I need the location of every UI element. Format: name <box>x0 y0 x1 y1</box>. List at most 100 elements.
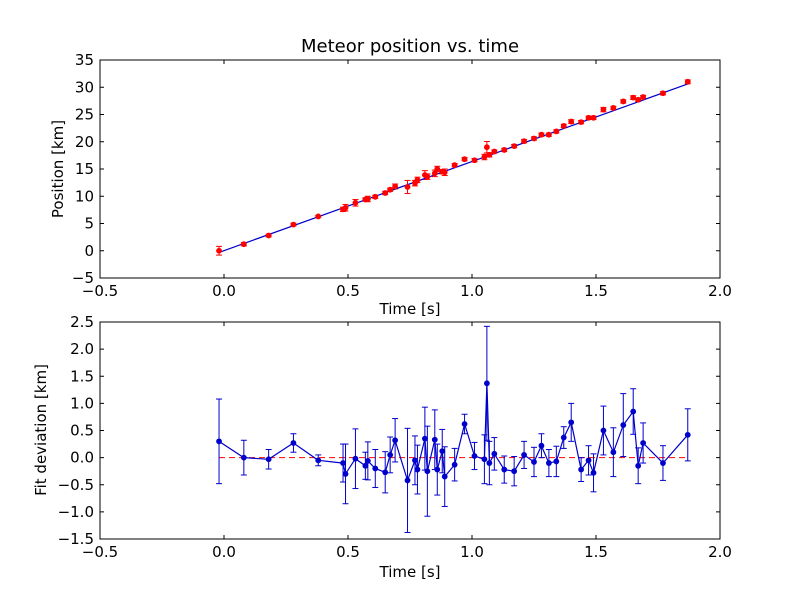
deviation-chart-points <box>216 380 691 484</box>
data-point <box>610 449 617 456</box>
data-point <box>352 455 359 462</box>
data-point <box>491 450 498 457</box>
data-point <box>620 422 627 428</box>
data-point <box>635 462 642 469</box>
data-point <box>372 193 379 200</box>
data-point <box>486 151 493 158</box>
position-chart-fit-line <box>218 83 688 253</box>
data-point <box>684 78 691 85</box>
data-point <box>342 204 349 211</box>
position-chart-xlabel: Time [s] <box>379 300 441 318</box>
data-point <box>216 247 222 254</box>
y-tick-label: 2.5 <box>70 313 94 331</box>
data-point <box>600 427 607 434</box>
data-point <box>590 114 597 121</box>
data-point <box>483 144 490 151</box>
y-tick-label: −5 <box>72 269 94 287</box>
data-point <box>560 434 567 441</box>
data-point <box>431 170 438 177</box>
data-point <box>439 448 446 455</box>
data-point <box>640 440 647 446</box>
data-point <box>511 143 518 150</box>
data-point <box>240 241 247 248</box>
data-point <box>471 453 478 459</box>
data-point <box>431 436 438 443</box>
data-point <box>265 456 272 463</box>
data-point <box>600 106 607 113</box>
x-tick-label: 0.5 <box>336 282 360 300</box>
data-point <box>553 458 560 465</box>
data-point <box>461 156 468 163</box>
y-tick-label: 30 <box>75 78 94 96</box>
y-tick-label: 0.0 <box>70 449 94 467</box>
data-point <box>553 128 560 135</box>
data-point <box>424 468 431 475</box>
data-point <box>521 452 527 458</box>
data-point <box>568 118 575 125</box>
y-tick-label: 1.0 <box>70 394 94 412</box>
y-tick-label: 35 <box>75 51 94 69</box>
fit-line <box>218 83 688 253</box>
y-tick-label: 20 <box>75 133 94 151</box>
data-point <box>471 157 478 164</box>
x-tick-label: 0.0 <box>212 282 236 300</box>
x-tick-label: 1.0 <box>460 282 484 300</box>
data-point <box>521 138 527 145</box>
position-chart-title: Meteor position vs. time <box>301 36 519 57</box>
x-tick-label: 1.5 <box>584 543 608 561</box>
data-point <box>545 460 552 466</box>
position-chart-points <box>216 78 691 254</box>
y-tick-label: 2.0 <box>70 340 94 358</box>
data-point <box>684 431 691 438</box>
data-point <box>491 148 498 155</box>
data-point <box>265 232 272 239</box>
data-point <box>315 457 322 464</box>
data-point <box>315 213 322 220</box>
data-point <box>352 199 359 206</box>
data-point <box>590 469 597 476</box>
data-point <box>404 477 411 484</box>
data-point <box>660 460 666 466</box>
y-tick-label: 1.5 <box>70 367 94 385</box>
deviation-chart-ylabel: Fit deviation [km] <box>32 364 50 496</box>
data-point <box>372 465 379 472</box>
data-point <box>481 154 488 160</box>
data-point <box>290 440 297 446</box>
deviation-chart-frame <box>99 321 721 540</box>
data-point <box>342 471 349 477</box>
x-tick-label: 1.5 <box>584 282 608 300</box>
data-point <box>414 177 421 183</box>
position-chart-ylabel: Position [km] <box>49 120 67 218</box>
data-point <box>421 435 428 442</box>
data-point <box>382 469 389 476</box>
data-point <box>531 459 537 465</box>
deviation-chart-ticks: −0.5 0.0 0.5 1.0 1.5 2.0 −1.5 −1.0 −0.5 0.0 0.5 1.0… <box>58 313 732 561</box>
data-point <box>640 94 647 100</box>
position-chart-frame <box>99 59 721 279</box>
data-point <box>610 105 617 111</box>
data-point <box>538 442 545 449</box>
data-point <box>434 466 441 473</box>
data-point <box>392 437 399 444</box>
data-point <box>392 183 399 190</box>
data-point <box>585 457 592 464</box>
y-tick-label: 15 <box>75 160 94 178</box>
data-point <box>486 460 493 466</box>
data-point <box>660 90 666 97</box>
data-point <box>290 221 297 228</box>
data-point <box>240 454 247 461</box>
data-point <box>481 456 488 463</box>
y-tick-label: 25 <box>75 106 94 124</box>
data-point <box>585 114 592 121</box>
data-point <box>424 173 431 180</box>
x-tick-label: 2.0 <box>708 543 732 561</box>
data-point <box>461 421 468 427</box>
data-point <box>364 457 371 464</box>
y-tick-label: −1.0 <box>58 503 94 521</box>
data-point <box>501 466 508 473</box>
data-point <box>560 123 567 129</box>
data-point <box>340 460 346 466</box>
x-tick-label: −0.5 <box>82 282 118 300</box>
data-point <box>441 169 448 176</box>
